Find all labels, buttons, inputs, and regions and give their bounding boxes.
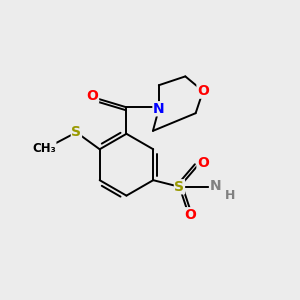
- Text: N: N: [153, 102, 165, 116]
- Text: N: N: [210, 178, 221, 193]
- Text: S: S: [174, 180, 184, 194]
- Text: O: O: [197, 84, 209, 98]
- Text: O: O: [184, 208, 196, 222]
- Text: O: O: [87, 88, 98, 103]
- Text: O: O: [197, 156, 209, 170]
- Text: H: H: [225, 188, 235, 202]
- Text: CH₃: CH₃: [32, 142, 56, 155]
- Text: S: S: [71, 125, 81, 139]
